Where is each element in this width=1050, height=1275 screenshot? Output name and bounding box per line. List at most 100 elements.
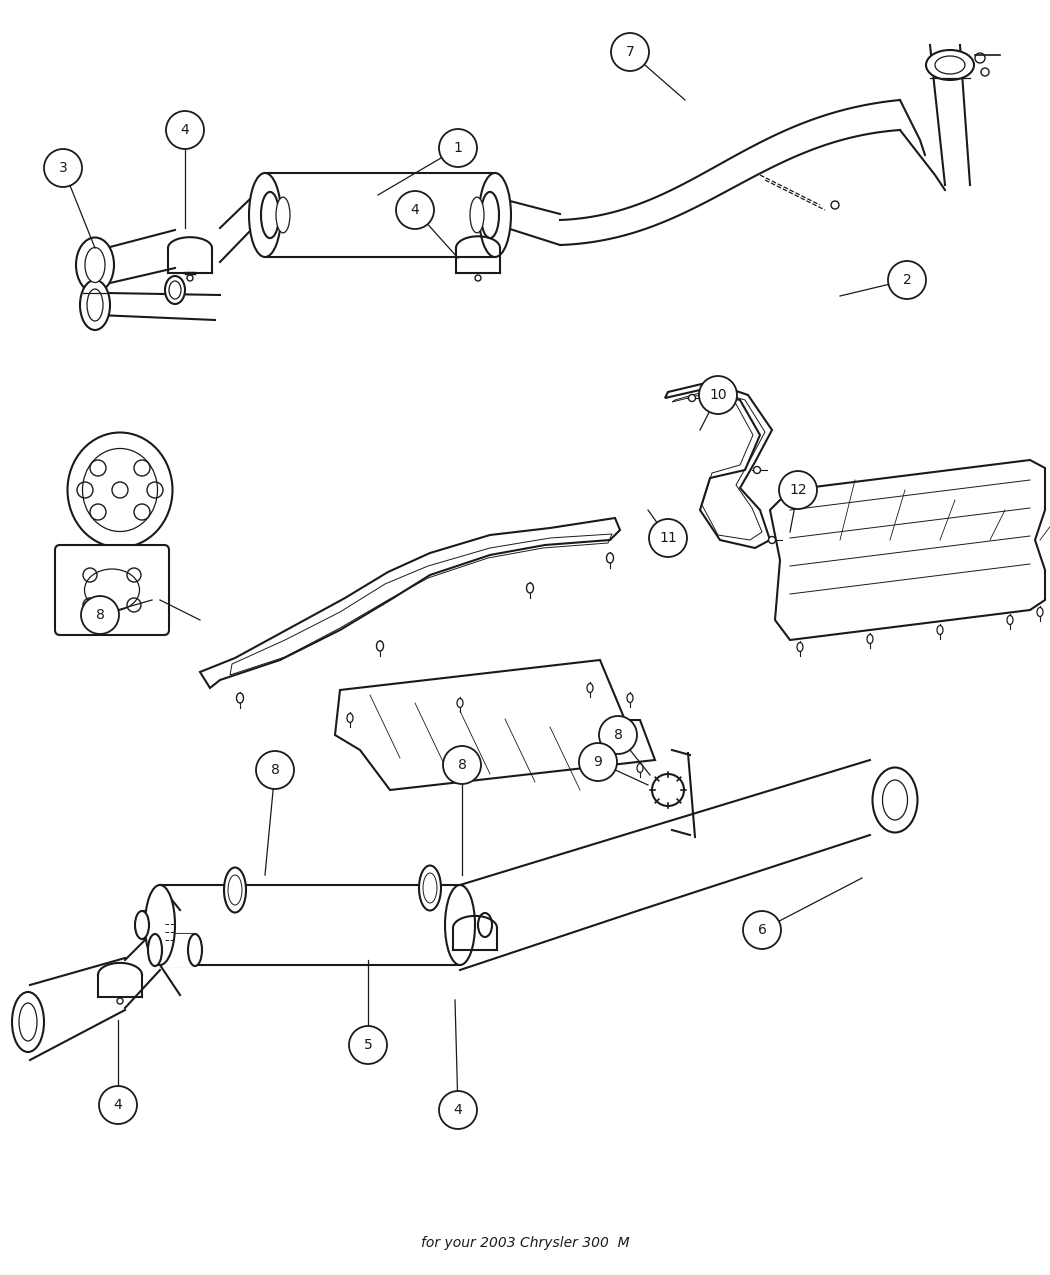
Polygon shape: [510, 201, 560, 245]
Ellipse shape: [261, 193, 279, 238]
Ellipse shape: [1007, 616, 1013, 625]
Ellipse shape: [346, 714, 353, 723]
Text: 10: 10: [709, 388, 727, 402]
Ellipse shape: [873, 768, 918, 833]
Ellipse shape: [478, 913, 492, 937]
Polygon shape: [110, 230, 175, 283]
Ellipse shape: [187, 275, 193, 280]
Ellipse shape: [831, 201, 839, 209]
Ellipse shape: [937, 626, 943, 635]
Ellipse shape: [12, 992, 44, 1052]
Text: 3: 3: [59, 161, 67, 175]
Ellipse shape: [148, 935, 162, 966]
Ellipse shape: [981, 68, 989, 76]
Polygon shape: [160, 885, 460, 965]
Circle shape: [439, 129, 477, 167]
Ellipse shape: [627, 694, 633, 703]
Text: 4: 4: [113, 1098, 123, 1112]
Ellipse shape: [637, 764, 643, 773]
Ellipse shape: [135, 912, 149, 938]
Polygon shape: [200, 518, 620, 689]
Ellipse shape: [377, 641, 383, 652]
Text: 8: 8: [96, 608, 104, 622]
Ellipse shape: [236, 694, 244, 703]
Ellipse shape: [224, 867, 246, 913]
Ellipse shape: [249, 173, 281, 258]
Circle shape: [611, 33, 649, 71]
Circle shape: [99, 1086, 136, 1125]
Ellipse shape: [445, 885, 475, 965]
Ellipse shape: [1037, 607, 1043, 617]
Ellipse shape: [926, 50, 974, 80]
Ellipse shape: [652, 774, 684, 806]
Ellipse shape: [419, 866, 441, 910]
Polygon shape: [560, 99, 900, 245]
Text: 4: 4: [181, 122, 189, 136]
Ellipse shape: [188, 935, 202, 966]
Ellipse shape: [607, 553, 613, 564]
Polygon shape: [770, 460, 1045, 640]
Ellipse shape: [475, 275, 481, 280]
Text: 1: 1: [454, 142, 462, 156]
Text: 8: 8: [271, 762, 279, 776]
Ellipse shape: [526, 583, 533, 593]
Polygon shape: [460, 830, 640, 970]
Circle shape: [743, 912, 781, 949]
Ellipse shape: [479, 173, 511, 258]
Text: for your 2003 Chrysler 300  M: for your 2003 Chrysler 300 M: [421, 1235, 629, 1250]
Text: 8: 8: [458, 759, 466, 771]
Circle shape: [439, 1091, 477, 1128]
Ellipse shape: [85, 247, 105, 283]
Text: 2: 2: [903, 273, 911, 287]
Ellipse shape: [165, 275, 185, 303]
FancyBboxPatch shape: [55, 544, 169, 635]
Ellipse shape: [145, 885, 175, 965]
Ellipse shape: [867, 635, 873, 644]
Polygon shape: [900, 99, 945, 190]
Ellipse shape: [797, 643, 803, 652]
Circle shape: [81, 595, 119, 634]
Ellipse shape: [689, 394, 695, 402]
Polygon shape: [30, 958, 125, 1060]
Text: 11: 11: [659, 530, 677, 544]
Polygon shape: [125, 924, 160, 1009]
Circle shape: [166, 111, 204, 149]
Polygon shape: [665, 382, 772, 548]
Polygon shape: [155, 935, 195, 966]
Ellipse shape: [80, 280, 110, 330]
Circle shape: [649, 519, 687, 557]
Text: 7: 7: [626, 45, 634, 59]
Text: 8: 8: [613, 728, 623, 742]
Ellipse shape: [470, 198, 484, 233]
Circle shape: [598, 717, 637, 754]
Ellipse shape: [587, 683, 593, 692]
Ellipse shape: [457, 699, 463, 708]
Ellipse shape: [67, 432, 172, 547]
Text: 9: 9: [593, 755, 603, 769]
Text: 12: 12: [790, 483, 806, 497]
Ellipse shape: [481, 193, 499, 238]
Ellipse shape: [769, 537, 776, 543]
Polygon shape: [220, 199, 250, 261]
Ellipse shape: [117, 998, 123, 1003]
Ellipse shape: [276, 198, 290, 233]
Polygon shape: [930, 45, 970, 185]
Polygon shape: [265, 173, 495, 258]
Circle shape: [396, 191, 434, 230]
Circle shape: [888, 261, 926, 300]
Circle shape: [44, 149, 82, 187]
Ellipse shape: [76, 237, 114, 292]
Text: 4: 4: [411, 203, 419, 217]
Ellipse shape: [975, 54, 985, 62]
Polygon shape: [640, 760, 870, 910]
Circle shape: [579, 743, 617, 782]
Text: 6: 6: [757, 923, 766, 937]
Circle shape: [256, 751, 294, 789]
Ellipse shape: [754, 467, 760, 473]
Text: 5: 5: [363, 1038, 373, 1052]
Circle shape: [779, 470, 817, 509]
Polygon shape: [335, 660, 655, 790]
Circle shape: [699, 376, 737, 414]
Circle shape: [349, 1026, 387, 1065]
Circle shape: [443, 746, 481, 784]
